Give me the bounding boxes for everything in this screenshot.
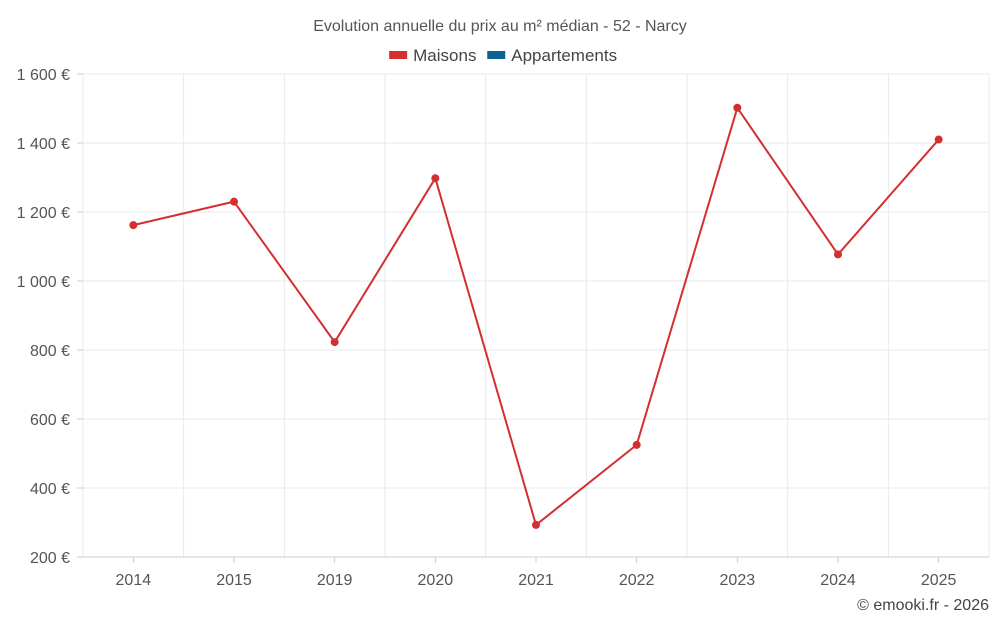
x-axis: 2014 2015 2019 2020 2021 2022 2023 2024 2025 (116, 557, 957, 589)
data-point-2025[interactable] (934, 135, 943, 144)
x-tick-label: 2021 (518, 572, 554, 589)
legend-item-appartements[interactable]: Appartements (487, 46, 617, 65)
legend-label: Maisons (413, 46, 476, 65)
credit-text: © emooki.fr - 2026 (857, 597, 989, 614)
x-tick-label: 2014 (116, 572, 152, 589)
x-tick-label: 2023 (720, 572, 756, 589)
data-point-2014[interactable] (129, 221, 138, 230)
x-tick-label: 2025 (921, 572, 957, 589)
x-tick-label: 2022 (619, 572, 655, 589)
y-tick-label: 1 200 € (17, 205, 70, 222)
grid (82, 73, 990, 558)
data-point-2020[interactable] (431, 174, 440, 183)
data-point-2022[interactable] (632, 440, 641, 449)
x-tick-label: 2020 (418, 572, 454, 589)
y-tick-label: 1 600 € (17, 67, 70, 84)
legend-label: Appartements (511, 46, 617, 65)
legend-swatch (389, 51, 408, 59)
y-tick-label: 1 000 € (17, 274, 70, 291)
y-tick-label: 200 € (30, 550, 70, 567)
chart-title: Evolution annuelle du prix au m² médian … (313, 18, 687, 35)
legend-swatch (487, 51, 506, 59)
series-line-maisons (133, 106, 940, 526)
y-axis: 1 600 € 1 400 € 1 200 € 1 000 € 800 € 600 € 40… (17, 67, 83, 567)
data-point-2024[interactable] (834, 250, 842, 259)
data-point-2023[interactable] (733, 103, 742, 112)
data-point-2019[interactable] (330, 338, 339, 347)
series-layer (129, 103, 943, 529)
y-tick-label: 400 € (30, 481, 70, 498)
x-tick-label: 2019 (317, 572, 353, 589)
x-tick-label: 2024 (820, 572, 856, 589)
y-tick-label: 800 € (30, 343, 70, 360)
y-tick-label: 600 € (30, 412, 70, 429)
legend: Maisons Appartements (389, 46, 617, 65)
legend-item-maisons[interactable]: Maisons (389, 46, 476, 65)
data-point-2021[interactable] (532, 520, 540, 529)
x-tick-label: 2015 (216, 572, 252, 589)
y-tick-label: 1 400 € (17, 136, 70, 153)
data-point-2015[interactable] (230, 197, 238, 206)
